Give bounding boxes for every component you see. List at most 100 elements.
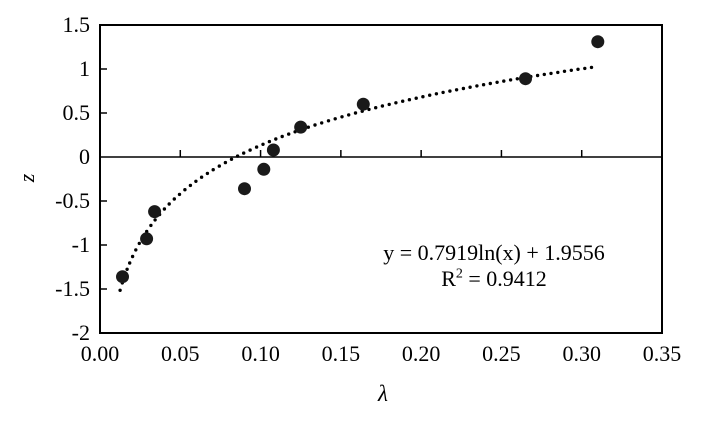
trendline-dot xyxy=(556,70,560,75)
y-tick-label: -0.5 xyxy=(55,188,90,213)
trendline-dot xyxy=(428,93,432,97)
y-axis-title: z xyxy=(14,173,39,183)
r-squared-exponent: 2 xyxy=(455,266,463,282)
trendline-dot xyxy=(177,192,182,197)
trendline-dot xyxy=(407,98,412,102)
trendline-dot xyxy=(274,137,278,141)
trendline-dot xyxy=(145,229,149,234)
y-tick-label: -2 xyxy=(72,320,90,345)
trendline-dot xyxy=(583,66,587,71)
trendline-dot xyxy=(508,78,513,82)
plot-frame xyxy=(99,24,663,334)
trendline-dot xyxy=(183,188,187,192)
data-point xyxy=(116,270,129,284)
trendline-dot xyxy=(254,145,259,149)
y-tick-label: 0 xyxy=(79,144,90,169)
trendline-dot xyxy=(421,95,425,99)
trendline-dot xyxy=(223,160,228,165)
trendline-dot xyxy=(414,96,418,100)
x-tick-label: 0.05 xyxy=(161,341,200,366)
trendline-dot xyxy=(569,68,573,73)
trendline-dot xyxy=(468,85,472,89)
trendline-dot xyxy=(481,83,486,87)
trendline-dot xyxy=(134,248,138,252)
trendline-dot xyxy=(367,107,371,112)
data-point xyxy=(266,143,280,157)
trendline-dot xyxy=(353,111,358,115)
trendline-dot xyxy=(340,115,344,119)
trendline-dot xyxy=(125,267,129,271)
equation-text: y = 0.7919ln(x) + 1.9556 xyxy=(383,240,605,265)
trendline-dot xyxy=(137,241,141,246)
trendline-dot xyxy=(217,164,221,168)
y-tick-label: 1.5 xyxy=(63,12,91,37)
trendline-dot xyxy=(128,261,132,265)
trendline-dot xyxy=(320,121,324,125)
trendline-dot xyxy=(488,81,492,86)
trendline-dot xyxy=(248,148,252,152)
trendline-dot xyxy=(502,79,506,83)
trendline-annotation: y = 0.7919ln(x) + 1.9556 R2 = 0.9412 xyxy=(349,240,639,292)
trendline-dot xyxy=(475,84,479,88)
trendline-dot xyxy=(441,90,445,95)
trendline-dot xyxy=(333,117,337,121)
trendline-dot xyxy=(535,73,540,78)
data-point xyxy=(257,162,271,176)
y-tick-label: -1 xyxy=(72,232,90,257)
trendline-dot xyxy=(229,157,234,161)
data-point xyxy=(294,120,308,134)
trendline-dot xyxy=(199,175,204,179)
trendline-dot xyxy=(287,132,291,136)
trendline-dot xyxy=(387,102,391,107)
trendline-dot xyxy=(194,179,198,183)
trendline-dot xyxy=(542,72,546,77)
data-point xyxy=(140,232,154,246)
trendline-dot xyxy=(347,113,351,117)
trendline-dot xyxy=(313,123,317,127)
trendline-dot xyxy=(434,92,439,96)
trendline-dot xyxy=(549,71,553,76)
trendline-dot xyxy=(326,119,331,123)
data-point xyxy=(519,72,532,86)
trendline-dot xyxy=(454,88,459,92)
trendline-dot xyxy=(562,69,567,74)
data-point xyxy=(238,182,251,196)
x-tick-label: 0.15 xyxy=(322,341,361,366)
trendline-dot xyxy=(167,202,171,206)
trendline-dot xyxy=(211,168,215,172)
trendline-dot xyxy=(118,288,122,292)
r-squared-value: = 0.9412 xyxy=(462,266,547,291)
trendline-dot xyxy=(589,65,594,70)
y-tick-label: 1 xyxy=(79,56,90,81)
trendline-dot xyxy=(153,218,157,222)
trendline-dot xyxy=(149,223,153,228)
trendline-dot xyxy=(576,67,580,72)
trendline-dot xyxy=(401,99,405,103)
x-tick-label: 0.35 xyxy=(643,341,682,366)
x-tick-label: 0.00 xyxy=(81,341,120,366)
trendline-dot xyxy=(495,80,499,85)
x-tick-label: 0.30 xyxy=(562,341,601,366)
trendline-dot xyxy=(188,183,193,188)
trendline-dot xyxy=(394,101,398,105)
data-point xyxy=(356,97,370,111)
y-tick-label: 0.5 xyxy=(63,100,91,125)
trendline-dot xyxy=(242,151,246,155)
trendline-dot xyxy=(261,142,265,146)
trendline-dot xyxy=(205,171,210,176)
trendline-dot xyxy=(235,154,240,158)
x-tick-label: 0.25 xyxy=(482,341,521,366)
data-point xyxy=(148,205,162,219)
trendline-dot xyxy=(172,197,176,201)
trendline-dot xyxy=(267,139,272,144)
x-axis-title: λ xyxy=(378,381,388,406)
trendline-dot xyxy=(162,207,167,211)
r-squared-text: R2 = 0.9412 xyxy=(349,266,639,292)
trendline-dot xyxy=(374,106,378,110)
trendline-dot xyxy=(448,89,452,93)
x-tick-label: 0.20 xyxy=(402,341,441,366)
trendline-dot xyxy=(306,125,310,129)
y-tick-label: -1.5 xyxy=(55,276,90,301)
